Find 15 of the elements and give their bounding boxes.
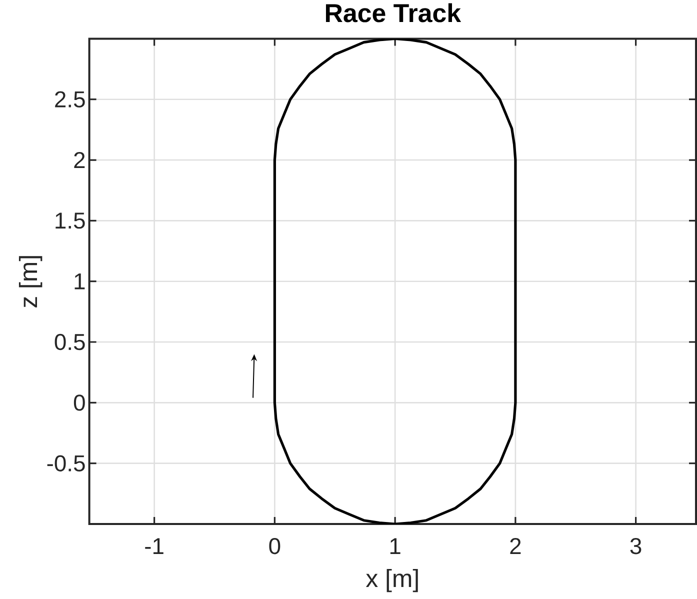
y-tick-label: 2.5: [55, 91, 85, 108]
y-tick-label: 0: [74, 394, 85, 411]
y-axis-title: z [m]: [18, 256, 42, 308]
y-tick-label: 0.5: [54, 334, 85, 350]
y-tick-label: 1: [74, 273, 85, 290]
y-tick-label: 1.5: [56, 212, 85, 229]
x-tick-label: 1: [390, 538, 400, 554]
x-tick-label: 3: [630, 538, 642, 554]
y-tick-label: 2: [74, 152, 85, 168]
x-tick-label: 0: [269, 538, 280, 554]
y-tick-label: -0.5: [47, 455, 85, 472]
chart-title: Race Track: [326, 3, 462, 22]
x-tick-label: 2: [510, 538, 521, 554]
x-tick-label: -1: [145, 538, 164, 554]
x-axis-title: x [m]: [366, 568, 418, 592]
